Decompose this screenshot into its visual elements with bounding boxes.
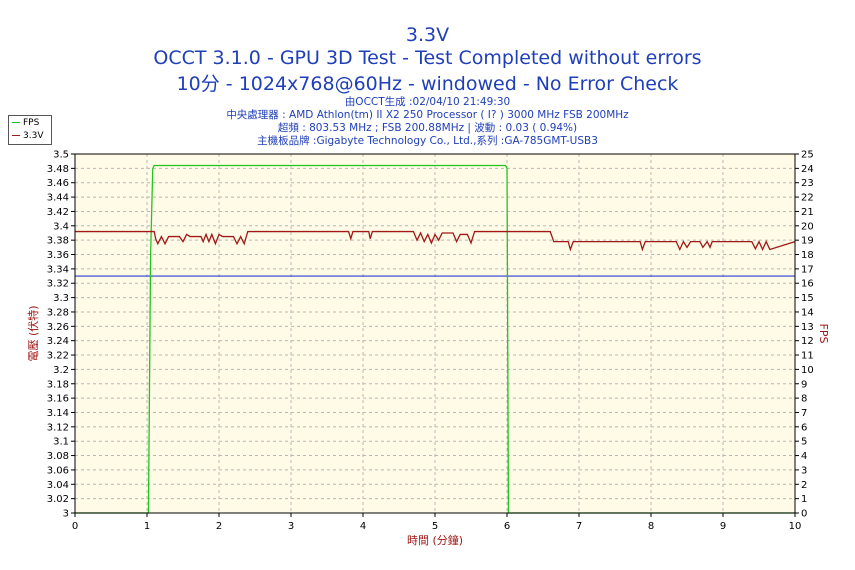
y-left-tick-label: 3.16 bbox=[47, 394, 69, 405]
y-right-tick-label: 0 bbox=[801, 509, 807, 520]
series-line-fps bbox=[75, 164, 795, 514]
y-left-tick-label: 3.1 bbox=[53, 437, 69, 448]
y-left-tick-label: 3.06 bbox=[47, 465, 69, 476]
series-line-3-3v bbox=[75, 230, 796, 252]
y-axis-label-right: FPS bbox=[817, 324, 830, 344]
info-line-cpu: 中央處理器 : AMD Athlon(tm) II X2 250 Process… bbox=[226, 109, 629, 121]
y-left-tick-label: 3.08 bbox=[47, 451, 69, 462]
x-tick-label: 7 bbox=[576, 521, 582, 532]
y-left-tick-label: 3.46 bbox=[47, 178, 69, 189]
y-left-tick-label: 3 bbox=[63, 509, 69, 520]
y-left-tick-label: 3.48 bbox=[47, 164, 69, 175]
y-right-tick-label: 20 bbox=[801, 221, 814, 232]
info-line-overclock: 超頻 : 803.53 MHz ; FSB 200.88MHz | 波動 : 0… bbox=[277, 122, 578, 134]
y-right-tick-label: 19 bbox=[801, 236, 814, 247]
x-tick-label: 10 bbox=[789, 521, 802, 532]
legend-label-voltage: 3.3V bbox=[23, 131, 44, 141]
y-right-tick-label: 13 bbox=[801, 322, 814, 333]
x-tick-label: 1 bbox=[144, 521, 150, 532]
y-left-tick-label: 3.04 bbox=[47, 480, 69, 491]
x-tick-label: 0 bbox=[72, 521, 78, 532]
ticks: 0 1 2 3 4 5 6 7 8 9 1033.023.043.063.083.13.123.14… bbox=[47, 150, 814, 533]
y-right-tick-label: 16 bbox=[801, 279, 814, 290]
y-left-tick-label: 3.34 bbox=[47, 264, 69, 275]
y-left-tick-label: 3.4 bbox=[53, 221, 69, 232]
y-right-tick-label: 17 bbox=[801, 264, 814, 275]
y-left-tick-label: 3.28 bbox=[47, 307, 69, 318]
x-tick-label: 6 bbox=[504, 521, 510, 532]
plot-area bbox=[75, 154, 795, 513]
y-left-tick-label: 3.32 bbox=[47, 279, 69, 290]
chart-subtitle-2: 10分 - 1024x768@60Hz - windowed - No Erro… bbox=[176, 73, 679, 95]
y-right-tick-label: 2 bbox=[801, 480, 807, 491]
x-tick-label: 8 bbox=[648, 521, 654, 532]
y-left-tick-label: 3.5 bbox=[53, 150, 69, 161]
y-right-tick-label: 15 bbox=[801, 293, 814, 304]
y-left-tick-label: 3.02 bbox=[47, 494, 69, 505]
legend-label-fps: FPS bbox=[23, 118, 40, 128]
plot-frame bbox=[74, 153, 796, 514]
y-left-tick-label: 3.2 bbox=[53, 365, 69, 376]
grid bbox=[75, 154, 795, 513]
x-tick-label: 5 bbox=[432, 521, 438, 532]
y-right-tick-label: 8 bbox=[801, 394, 807, 405]
legend-swatch-fps bbox=[12, 122, 20, 123]
y-axis-label-left: 電壓 (伏特) bbox=[26, 305, 40, 361]
y-right-tick-label: 23 bbox=[801, 178, 814, 189]
y-left-tick-label: 3.24 bbox=[47, 336, 69, 347]
x-tick-label: 2 bbox=[216, 521, 222, 532]
y-left-tick-label: 3.36 bbox=[47, 250, 69, 261]
y-left-tick-label: 3.14 bbox=[47, 408, 69, 419]
chart-subtitle: OCCT 3.1.0 - GPU 3D Test - Test Complete… bbox=[153, 47, 702, 69]
y-right-tick-label: 7 bbox=[801, 408, 807, 419]
y-left-tick-label: 3.3 bbox=[53, 293, 69, 304]
y-left-tick-label: 3.26 bbox=[47, 322, 69, 333]
y-right-tick-label: 4 bbox=[801, 451, 807, 462]
y-right-tick-label: 22 bbox=[801, 193, 814, 204]
series bbox=[75, 164, 796, 514]
info-line-motherboard: 主機板品牌 :Gigabyte Technology Co., Ltd.,系列 … bbox=[257, 135, 598, 147]
y-right-tick-label: 14 bbox=[801, 307, 814, 318]
y-right-tick-label: 10 bbox=[801, 365, 814, 376]
y-left-tick-label: 3.38 bbox=[47, 236, 69, 247]
y-right-tick-label: 1 bbox=[801, 494, 807, 505]
x-tick-label: 3 bbox=[288, 521, 294, 532]
y-left-tick-label: 3.12 bbox=[47, 422, 69, 433]
y-right-tick-label: 12 bbox=[801, 336, 814, 347]
y-right-tick-label: 3 bbox=[801, 465, 807, 476]
y-right-tick-label: 25 bbox=[801, 150, 814, 161]
y-right-tick-label: 5 bbox=[801, 437, 807, 448]
x-axis-label: 時間 (分鐘) bbox=[407, 533, 463, 547]
legend-item-fps: FPS bbox=[12, 117, 39, 129]
chart-title: 3.3V bbox=[405, 24, 450, 46]
y-right-tick-label: 18 bbox=[801, 250, 814, 261]
y-left-tick-label: 3.42 bbox=[47, 207, 69, 218]
x-tick-label: 9 bbox=[720, 521, 726, 532]
x-tick-label: 4 bbox=[360, 521, 366, 532]
y-right-tick-label: 6 bbox=[801, 422, 807, 433]
legend-swatch-voltage bbox=[12, 135, 20, 136]
y-right-tick-label: 24 bbox=[801, 164, 814, 175]
y-right-tick-label: 21 bbox=[801, 207, 814, 218]
y-right-tick-label: 11 bbox=[801, 351, 814, 362]
y-left-tick-label: 3.18 bbox=[47, 379, 69, 390]
y-right-tick-label: 9 bbox=[801, 379, 807, 390]
y-left-tick-label: 3.44 bbox=[47, 193, 69, 204]
y-left-tick-label: 3.22 bbox=[47, 351, 69, 362]
info-line-generated: 由OCCT生成 :02/04/10 21:49:30 bbox=[344, 96, 511, 108]
chart-legend: FPS 3.3V bbox=[8, 115, 52, 145]
legend-item-voltage: 3.3V bbox=[12, 130, 43, 142]
